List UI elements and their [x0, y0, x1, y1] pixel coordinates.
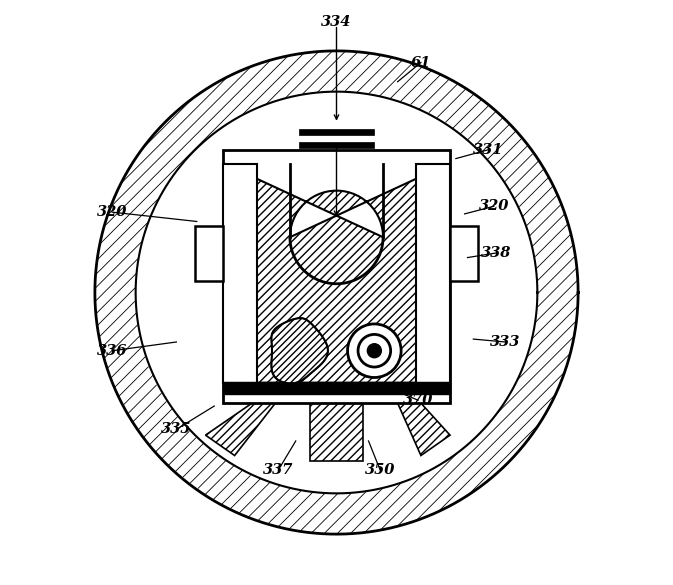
- Text: 337: 337: [263, 463, 293, 477]
- Text: 61: 61: [411, 56, 431, 70]
- Polygon shape: [398, 403, 450, 456]
- Bar: [417, 164, 450, 383]
- Text: 338: 338: [481, 246, 511, 260]
- Text: 320: 320: [97, 205, 127, 219]
- Bar: [450, 226, 478, 281]
- Bar: [195, 226, 223, 281]
- Text: 335: 335: [162, 422, 192, 436]
- Polygon shape: [223, 381, 450, 383]
- Circle shape: [358, 335, 390, 367]
- Bar: [299, 142, 374, 148]
- Polygon shape: [310, 403, 363, 462]
- Circle shape: [136, 92, 537, 493]
- Text: 336: 336: [97, 344, 127, 357]
- Polygon shape: [271, 318, 328, 383]
- Text: 331: 331: [472, 143, 503, 157]
- Bar: [223, 164, 256, 383]
- Text: 333: 333: [490, 335, 520, 349]
- Circle shape: [347, 324, 401, 377]
- Polygon shape: [205, 403, 275, 456]
- Text: 334: 334: [321, 15, 352, 29]
- Text: 350: 350: [365, 463, 395, 477]
- Bar: [223, 150, 450, 403]
- Circle shape: [367, 344, 382, 357]
- Text: 370: 370: [403, 393, 433, 407]
- Text: 320: 320: [479, 199, 509, 214]
- Bar: [223, 381, 450, 394]
- Polygon shape: [226, 164, 447, 383]
- Bar: [299, 129, 374, 135]
